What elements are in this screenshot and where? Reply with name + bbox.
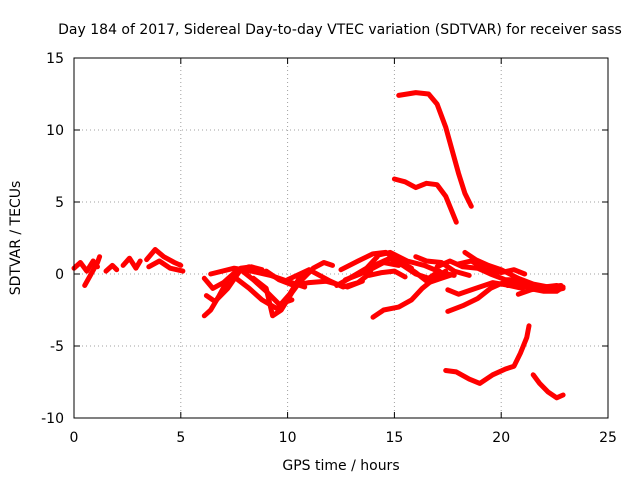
x-tick-label: 25	[599, 430, 617, 446]
chart-title: Day 184 of 2017, Sidereal Day-to-day VTE…	[58, 22, 622, 38]
y-tick-label: 5	[55, 195, 64, 211]
chart-background	[0, 0, 640, 480]
x-tick-label: 5	[176, 430, 185, 446]
y-tick-label: 0	[55, 267, 64, 283]
y-tick-label: 10	[46, 123, 64, 139]
y-tick-label: -5	[50, 339, 64, 355]
y-axis-label: SDTVAR / TECUs	[8, 181, 24, 296]
x-tick-label: 15	[385, 430, 403, 446]
y-tick-label: -10	[41, 411, 64, 427]
y-tick-label: 15	[46, 51, 64, 67]
x-tick-label: 0	[70, 430, 79, 446]
sdtvar-chart: Day 184 of 2017, Sidereal Day-to-day VTE…	[0, 0, 640, 480]
x-axis-label: GPS time / hours	[282, 458, 399, 474]
x-tick-label: 10	[279, 430, 297, 446]
x-tick-label: 20	[492, 430, 510, 446]
